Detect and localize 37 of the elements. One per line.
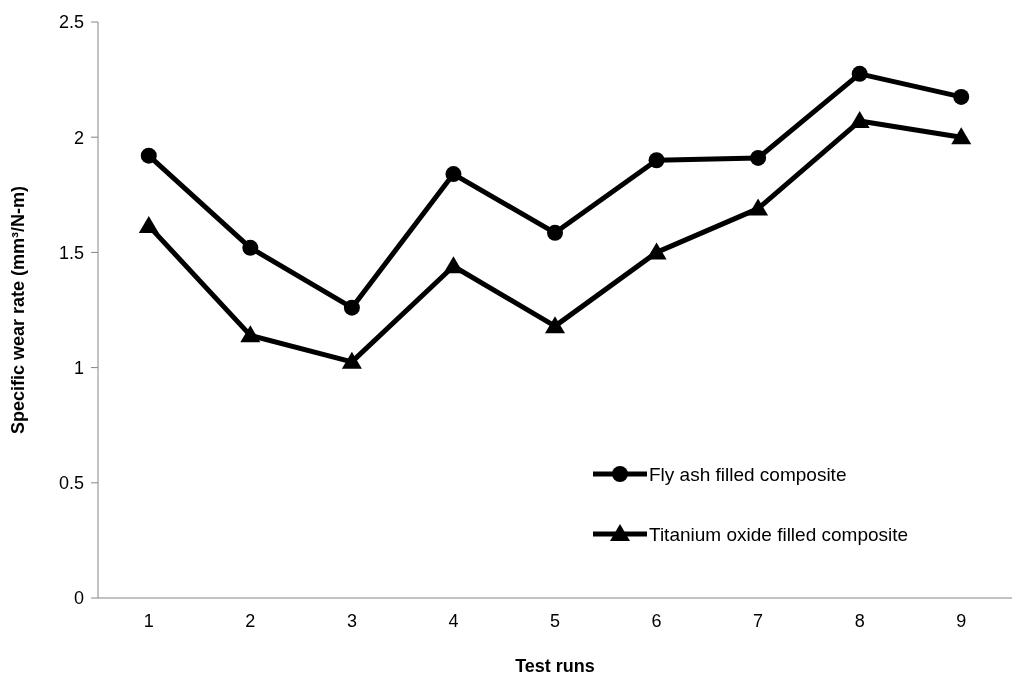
- point: [242, 239, 259, 256]
- x-tick-label: 2: [245, 611, 256, 631]
- point: [140, 147, 157, 164]
- point: [851, 65, 868, 82]
- point: [138, 215, 159, 233]
- x-tick-label: 3: [346, 611, 357, 631]
- x-tick-label: 9: [956, 611, 967, 631]
- point: [748, 198, 769, 216]
- point: [240, 325, 261, 343]
- point: [750, 149, 767, 166]
- point: [646, 242, 667, 260]
- y-tick-label: 1.5: [58, 242, 84, 263]
- point: [343, 299, 360, 316]
- point: [341, 351, 362, 369]
- point: [547, 224, 563, 241]
- point: [648, 152, 665, 169]
- x-tick-label: 6: [651, 611, 662, 631]
- point: [849, 111, 870, 129]
- point: [545, 316, 565, 334]
- y-tick-label: 2.5: [58, 12, 84, 33]
- point: [443, 256, 464, 274]
- y-tick-label: 2: [73, 127, 84, 148]
- y-tick-label: 1: [73, 357, 84, 378]
- y-axis-title: Specific wear rate (mm³/N-m): [8, 185, 28, 435]
- x-tick-label: 5: [549, 611, 561, 631]
- x-tick-label: 1: [143, 611, 154, 631]
- point: [951, 127, 972, 145]
- x-axis-title: Test runs: [515, 656, 595, 676]
- x-tick-label: 4: [448, 611, 459, 631]
- x-tick-label: 7: [753, 611, 764, 631]
- legend-label: Titanium oxide filled composite: [649, 523, 909, 545]
- point: [953, 88, 970, 105]
- point: [445, 166, 462, 183]
- x-tick-label: 8: [854, 611, 865, 631]
- y-tick-label: 0: [73, 588, 84, 609]
- y-tick-label: 0.5: [58, 473, 84, 494]
- legend-label: Fly ash filled composite: [649, 463, 847, 485]
